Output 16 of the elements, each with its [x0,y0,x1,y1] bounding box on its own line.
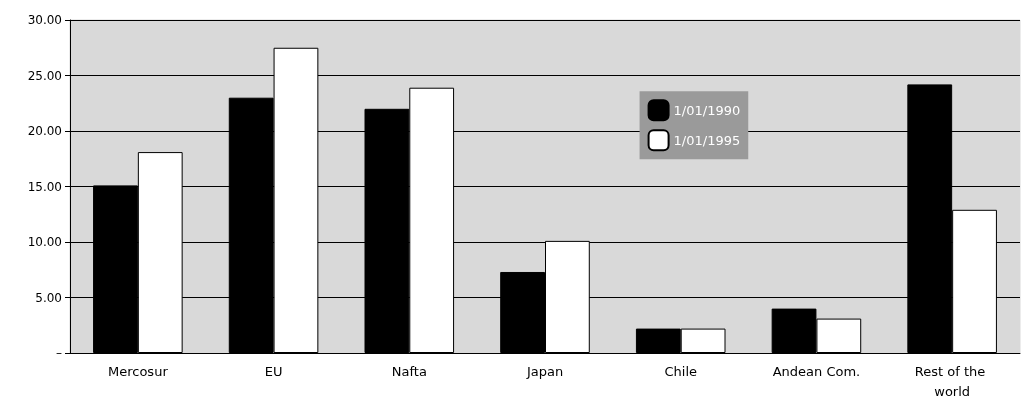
x-tick-label: Rest of the world [914,363,990,399]
x-tick-label: Japan [525,363,564,379]
legend-label: 1/01/1995 [673,132,741,148]
y-tick-label: 25.00 [27,68,62,83]
y-tick-label: 10.00 [27,235,62,249]
y-tick-label: 20.00 [27,124,62,138]
y-tick-label: 30.00 [27,13,62,27]
y-tick-label: – [56,346,62,360]
y-tick-label: 5.00 [35,290,62,305]
x-tick-label: Chile [664,363,697,379]
y-tick-label: 15.00 [27,179,62,194]
x-tick-label: Nafta [391,363,427,379]
x-tick-label: Mercosur [107,363,169,379]
x-tick-label: Andean Com. [772,363,861,379]
x-tick-label: EU [264,363,283,379]
legend-label: 1/01/1990 [673,102,741,118]
